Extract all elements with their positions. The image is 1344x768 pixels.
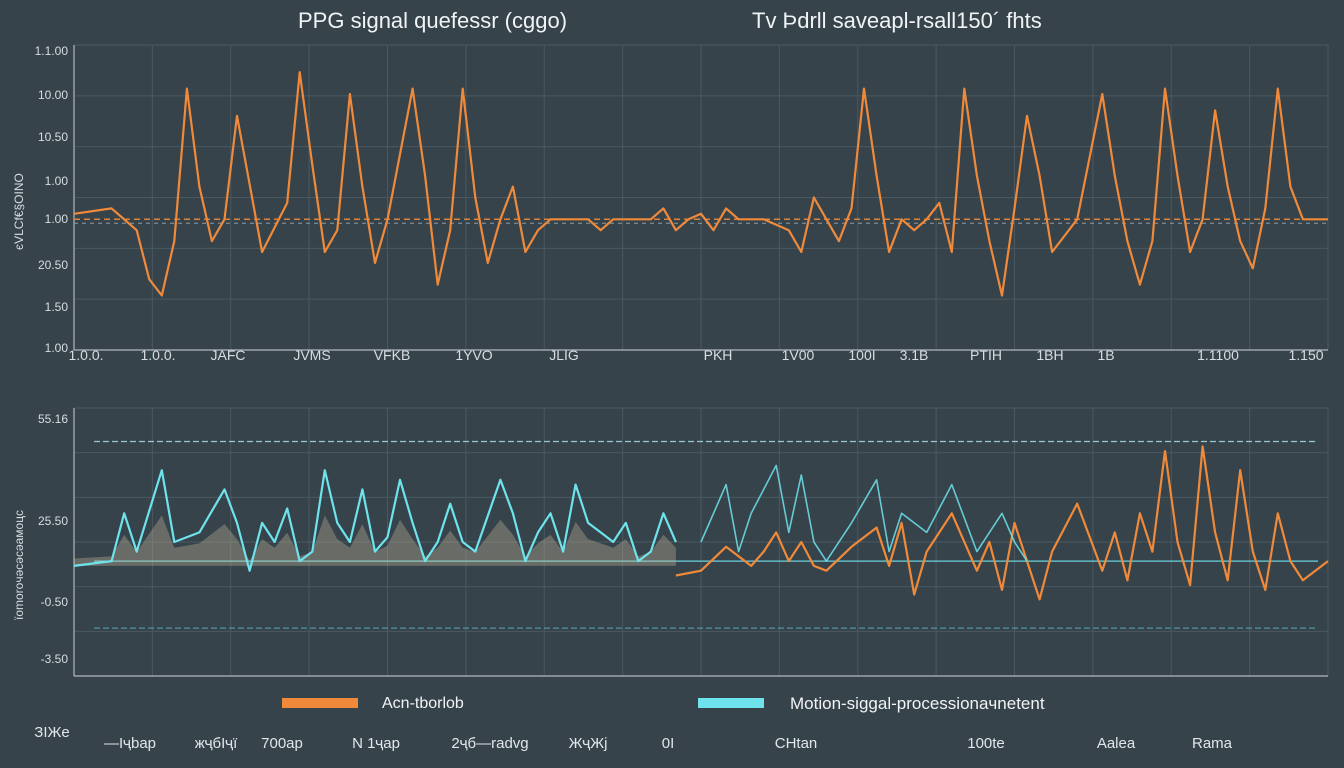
ppg-series-line (73, 71, 1328, 297)
bottom-label: 0I (661, 735, 675, 752)
bottom-label: N 1ҷap (352, 735, 400, 752)
top-y-tick: 10.00 (37, 88, 68, 102)
signal-series-line (700, 464, 1028, 562)
bottom-label: 700ap (261, 735, 303, 752)
bottom-label: CHtan (774, 735, 818, 752)
bottom-label: Aalea (1096, 735, 1136, 752)
top-x-tick: VFKB (373, 347, 411, 363)
bottom-y-tick: -0.50 (40, 595, 68, 609)
top-x-tick: 3.1B (899, 347, 929, 363)
top-x-tick: 1V00 (781, 347, 815, 363)
top-y-tick: 10.50 (37, 130, 68, 144)
top-x-tick: JVМS (293, 347, 331, 363)
bottom-label: Rama (1191, 735, 1233, 752)
bottom-y-tick: 55.16 (37, 412, 68, 426)
bottom-label: жҷбIҷї (194, 735, 238, 752)
legend-swatch-cyan (698, 698, 764, 708)
top-y-tick: 20.50 (37, 258, 68, 272)
chart-title-right: Tv Þdrll saveapl-rsall150´ fhts (752, 8, 1042, 33)
top-x-tick: 1.0.0. (140, 347, 176, 363)
top-x-tick: 1B (1097, 347, 1115, 363)
top-x-tick: JAFC (210, 347, 246, 363)
top-y-tick: 1.00 (44, 174, 68, 188)
top-y-tick: 1.00 (44, 212, 68, 226)
bottom-label: 100te (967, 735, 1005, 752)
legend-label-cyan: Motion-sigɡal-processionaчnetent (790, 694, 1045, 713)
top-y-tick: 1.1.00 (34, 44, 68, 58)
top-x-tick: 1.0.0. (68, 347, 104, 363)
top-x-tick: PKН (703, 347, 733, 363)
bottom-label: 2ҷб—radvg (451, 735, 529, 752)
noise-band (74, 515, 676, 566)
top-x-tick: 1.150 (1288, 347, 1324, 363)
top-y-tick: 1.50 (44, 300, 68, 314)
bottom-y-tick: -3.50 (40, 652, 68, 666)
top-x-tick: 100I (848, 347, 876, 363)
bottom-label: —Iҷbap (103, 735, 157, 752)
top-x-tick: JLIG (549, 347, 579, 363)
top-y-tick: 1.00 (44, 341, 68, 355)
top-x-tick: 1BН (1036, 347, 1064, 363)
bottom-label: ЖҷЖј (568, 735, 608, 752)
top-x-tick: 1.1100 (1197, 347, 1239, 363)
signal-series-line (73, 469, 677, 572)
legend-swatch-orange (282, 698, 358, 708)
bottom-label: ЗIЖe (34, 724, 70, 741)
top-x-tick: 1YVO (455, 347, 493, 363)
top-x-tick: PTIН (970, 347, 1002, 363)
bottom-y-tick: 25.50 (37, 514, 68, 528)
chart-title-left: PPG signal quеfеsѕr (cgɡo) (298, 8, 568, 33)
legend-label-orange: Acn-tborlob (382, 695, 464, 712)
